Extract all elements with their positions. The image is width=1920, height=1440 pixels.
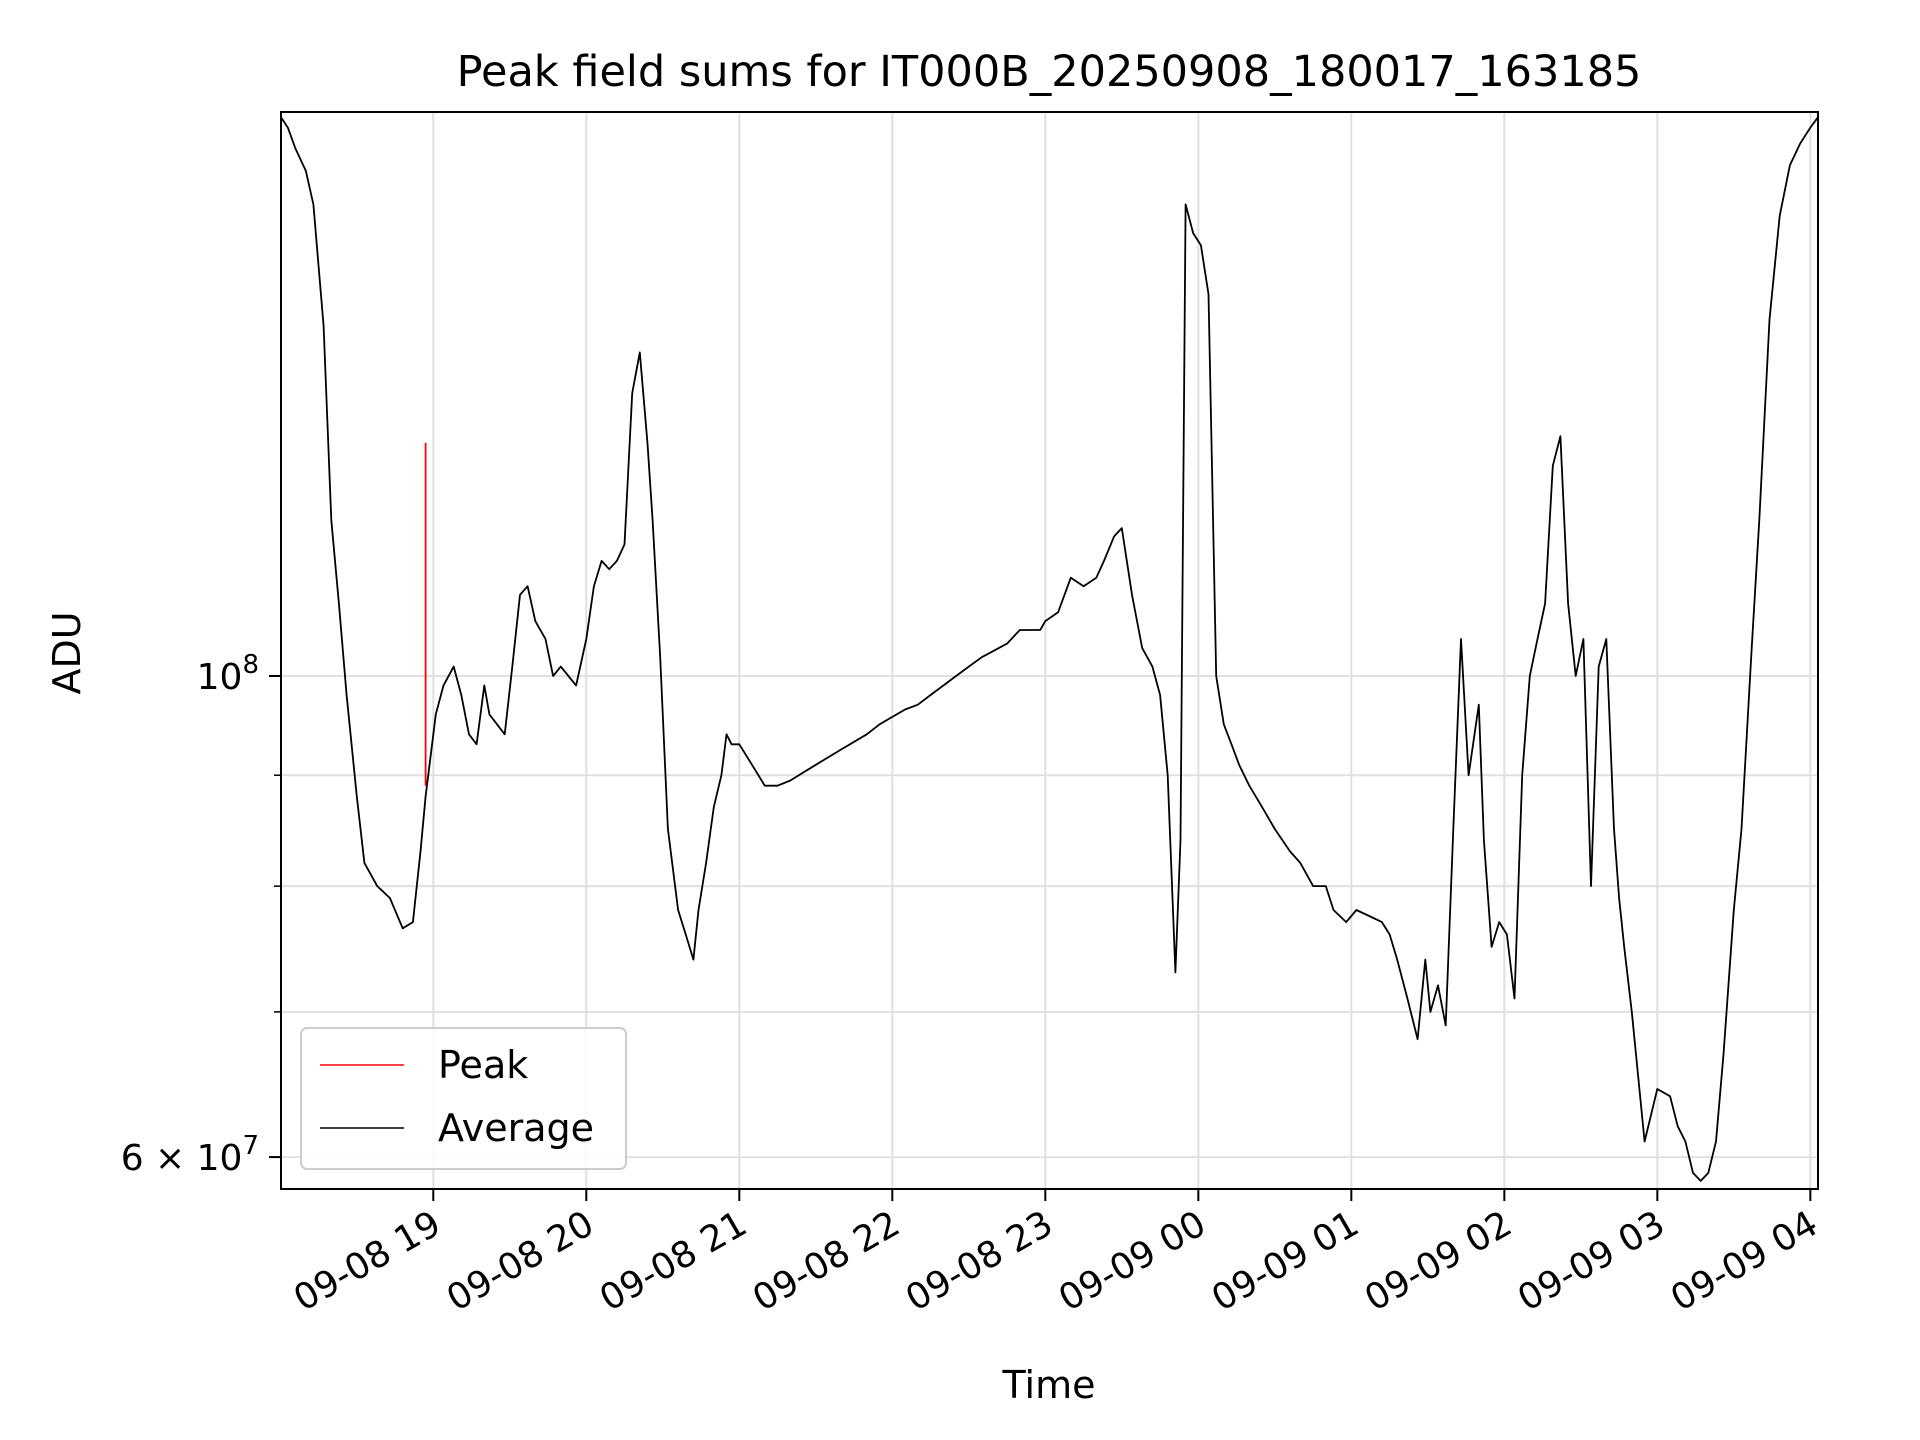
legend-frame [300, 1027, 627, 1170]
y-axis-label: ADU [45, 611, 89, 694]
series-layer [281, 116, 1818, 1182]
y-axis: 108 6 × 107 [121, 650, 281, 1179]
legend-label-peak: Peak [438, 1043, 528, 1087]
y-tick-label: 108 [197, 650, 259, 698]
x-axis-label: Time [1002, 1363, 1096, 1407]
legend-label-average: Average [438, 1106, 594, 1150]
y-tick-label: 6 × 107 [121, 1131, 259, 1179]
chart-title: Peak field sums for IT000B_20250908_1800… [457, 47, 1642, 97]
plot-frame [280, 111, 1819, 1190]
legend: Peak Average [300, 1027, 627, 1170]
series-line-average [281, 116, 1818, 1182]
grid [281, 112, 1818, 1189]
